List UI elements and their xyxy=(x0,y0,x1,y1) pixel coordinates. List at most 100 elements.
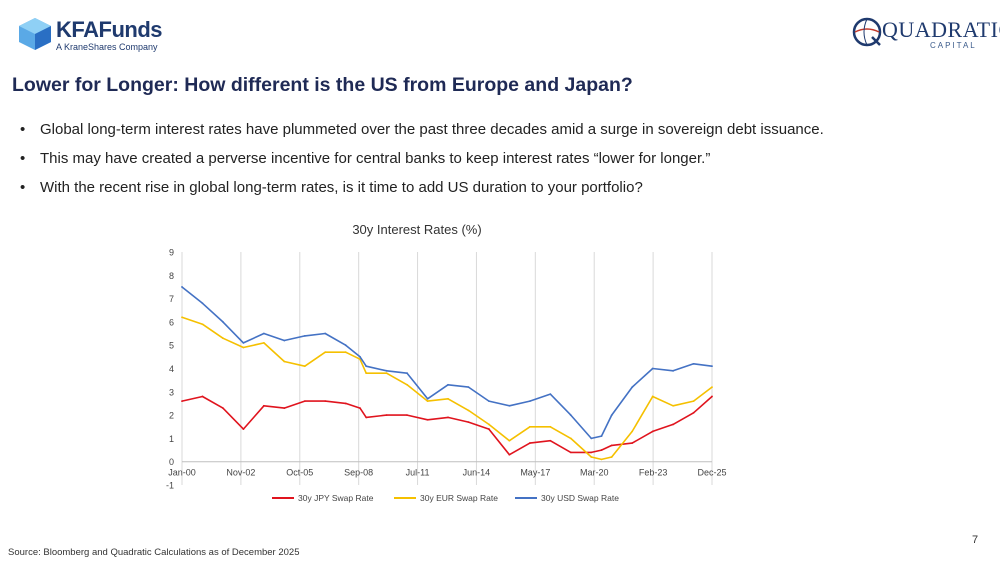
kfa-logo-subtitle: A KraneShares Company xyxy=(56,42,158,52)
data-point xyxy=(242,341,245,344)
data-point xyxy=(549,439,552,442)
y-tick-label: 6 xyxy=(169,317,174,327)
data-point xyxy=(201,395,204,398)
data-point xyxy=(344,402,347,405)
data-point xyxy=(365,372,368,375)
bullet-item: With the recent rise in global long-term… xyxy=(20,178,824,207)
data-point xyxy=(406,372,408,375)
source-note: Source: Bloomberg and Quadratic Calculat… xyxy=(8,547,300,558)
data-point xyxy=(600,458,603,461)
x-tick-label: Jan-00 xyxy=(168,468,196,478)
data-point xyxy=(283,407,286,410)
series-line-30y-jpy-swap-rate xyxy=(181,395,713,456)
y-tick-label: 7 xyxy=(169,294,174,304)
y-tick-label: 3 xyxy=(169,387,174,397)
data-point xyxy=(324,351,327,354)
data-point xyxy=(508,439,511,442)
x-tick-label: Oct-05 xyxy=(286,468,313,478)
data-point xyxy=(711,395,713,398)
data-point xyxy=(359,355,361,358)
data-point xyxy=(610,414,613,416)
bullet-list: Global long-term interest rates have plu… xyxy=(20,120,824,207)
y-tick-label: 8 xyxy=(169,271,174,281)
legend-label: 30y JPY Swap Rate xyxy=(298,493,374,503)
y-tick-label: 4 xyxy=(169,364,174,374)
data-point xyxy=(283,360,286,363)
data-point xyxy=(488,400,490,403)
page-number: 7 xyxy=(972,534,979,546)
kfa-cube-icon xyxy=(19,18,51,50)
data-point xyxy=(222,407,224,410)
y-tick-label: 2 xyxy=(169,411,174,421)
data-point xyxy=(447,416,449,419)
data-point xyxy=(262,341,265,344)
x-tick-label: Nov-02 xyxy=(226,468,255,478)
data-point xyxy=(359,407,361,410)
y-tick-label: 9 xyxy=(169,248,174,258)
y-tick-label: 1 xyxy=(169,434,174,444)
page-title: Lower for Longer: How different is the U… xyxy=(12,74,633,96)
data-point xyxy=(508,453,511,456)
data-point xyxy=(303,400,306,403)
x-tick-label: Sep-08 xyxy=(344,468,373,478)
data-point xyxy=(181,316,183,319)
x-tick-label: Dec-25 xyxy=(697,468,726,478)
x-tick-label: Feb-23 xyxy=(639,468,668,478)
data-point xyxy=(324,400,327,403)
data-point xyxy=(672,369,675,372)
data-point xyxy=(672,404,675,407)
data-point xyxy=(711,386,713,389)
data-point xyxy=(569,451,572,454)
data-point xyxy=(631,430,634,433)
legend-label: 30y USD Swap Rate xyxy=(541,493,619,503)
data-point xyxy=(590,437,593,440)
y-tick-label: -1 xyxy=(166,481,174,491)
data-point xyxy=(303,365,306,368)
data-point xyxy=(488,423,490,426)
data-point xyxy=(711,365,713,368)
y-tick-label: 0 xyxy=(169,457,174,467)
data-point xyxy=(692,362,695,365)
interest-rate-chart: 30y Interest Rates (%) -1 0 1 2 3 4 5 6 7 8 9 Jan-00… xyxy=(166,222,727,503)
data-point xyxy=(631,442,634,444)
data-point xyxy=(365,416,368,419)
data-point xyxy=(385,369,388,372)
data-point xyxy=(406,414,408,416)
quadratic-logo-subtitle: CAPITAL xyxy=(930,41,977,50)
data-point xyxy=(569,414,572,416)
data-point xyxy=(600,449,603,451)
data-point xyxy=(201,302,204,305)
data-point xyxy=(467,421,470,423)
legend-label: 30y EUR Swap Rate xyxy=(420,493,498,503)
data-point xyxy=(672,423,675,426)
data-point xyxy=(651,430,654,433)
x-tick-label: Jul-11 xyxy=(406,468,430,478)
quadratic-globe-icon xyxy=(852,17,882,47)
data-point xyxy=(344,344,347,347)
data-point xyxy=(590,451,593,454)
x-tick-label: May-17 xyxy=(520,468,550,478)
data-point xyxy=(651,367,654,370)
data-point xyxy=(385,372,388,375)
data-point xyxy=(488,428,490,430)
data-point xyxy=(467,386,470,389)
data-point xyxy=(692,400,695,403)
data-point xyxy=(222,337,224,340)
data-point xyxy=(447,383,449,386)
data-point xyxy=(590,456,593,458)
data-point xyxy=(242,346,245,349)
data-point xyxy=(569,437,572,440)
data-point xyxy=(303,334,306,337)
data-point xyxy=(447,397,449,400)
data-point xyxy=(426,400,429,403)
data-point xyxy=(324,332,327,335)
data-point xyxy=(181,400,183,403)
data-point xyxy=(406,383,408,386)
data-point xyxy=(467,409,470,412)
data-point xyxy=(201,323,204,326)
data-point xyxy=(528,425,531,428)
data-point xyxy=(528,400,531,403)
data-point xyxy=(426,397,429,400)
